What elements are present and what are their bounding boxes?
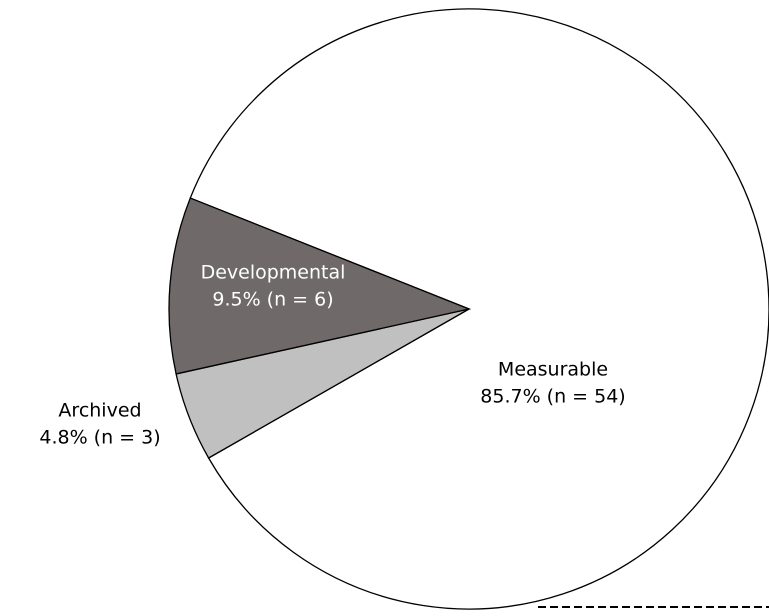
slice-label: Measurable: [498, 359, 608, 381]
pie-slice: [189, 8, 769, 610]
slice-label: Archived: [58, 400, 141, 422]
slice-label: Developmental: [201, 262, 346, 284]
slice-value-label: 4.8% (n = 3): [39, 427, 160, 449]
slice-value-label: 9.5% (n = 6): [212, 289, 333, 311]
pie-slice: [168, 197, 472, 375]
slice-value-label: 85.7% (n = 54): [480, 386, 625, 408]
